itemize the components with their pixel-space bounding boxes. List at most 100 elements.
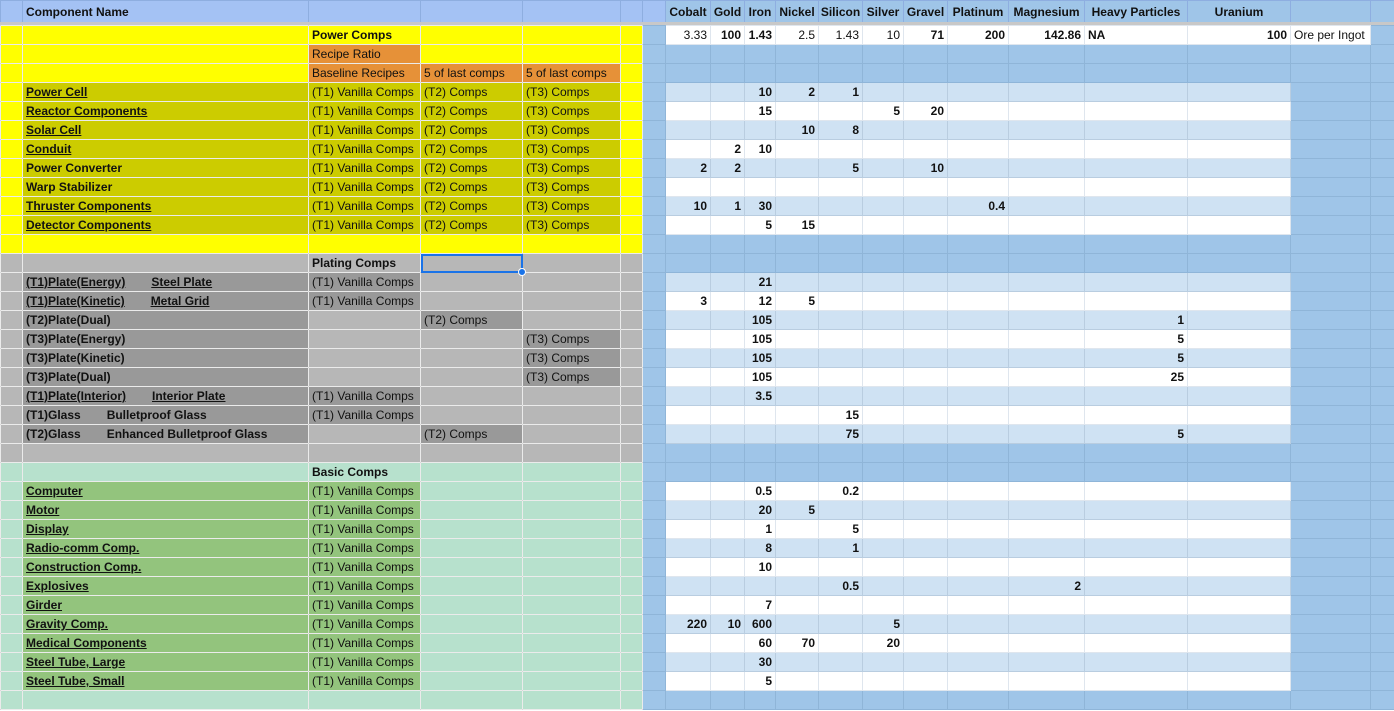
value-cell[interactable] <box>862 481 904 501</box>
component-name[interactable]: Power Cell <box>22 82 309 102</box>
ore-value[interactable]: 2.5 <box>775 25 819 45</box>
value-cell[interactable] <box>710 120 745 140</box>
tier-t3[interactable]: (T3) Comps <box>522 101 621 121</box>
value-cell[interactable] <box>1187 690 1291 710</box>
component-name[interactable]: (T2)Glass Enhanced Bulletproof Glass <box>22 424 309 444</box>
value-cell[interactable] <box>1084 690 1188 710</box>
gap-cell[interactable] <box>1290 158 1371 178</box>
value-cell[interactable] <box>1187 557 1291 577</box>
value-cell[interactable]: 5 <box>862 614 904 634</box>
value-cell[interactable] <box>744 158 776 178</box>
value-cell[interactable] <box>665 386 711 406</box>
value-cell[interactable] <box>1187 652 1291 672</box>
value-cell[interactable] <box>903 443 948 463</box>
value-cell[interactable] <box>903 424 948 444</box>
value-cell[interactable] <box>1187 215 1291 235</box>
value-cell[interactable] <box>665 595 711 615</box>
cell[interactable] <box>620 367 643 387</box>
col-header-t3[interactable]: 5 of last comps <box>522 63 621 83</box>
gap-cell[interactable] <box>642 196 666 216</box>
gap-cell[interactable] <box>642 481 666 501</box>
tier-t1[interactable]: (T1) Vanilla Comps <box>308 538 421 558</box>
value-cell[interactable] <box>1187 44 1291 64</box>
cell[interactable] <box>620 158 643 178</box>
value-cell[interactable] <box>1008 120 1085 140</box>
cell[interactable] <box>522 614 621 634</box>
cell[interactable] <box>522 462 621 482</box>
tier-t3[interactable] <box>522 405 621 425</box>
value-cell[interactable] <box>744 462 776 482</box>
value-cell[interactable] <box>947 690 1009 710</box>
value-cell[interactable] <box>818 215 863 235</box>
cell[interactable] <box>0 690 23 710</box>
tier-t1[interactable]: (T1) Vanilla Comps <box>308 120 421 140</box>
gap-cell[interactable] <box>1290 405 1371 425</box>
value-cell[interactable] <box>1008 177 1085 197</box>
value-cell[interactable] <box>903 386 948 406</box>
component-link[interactable]: Motor <box>26 503 60 517</box>
value-cell[interactable] <box>818 671 863 691</box>
gap-cell[interactable] <box>642 671 666 691</box>
component-link[interactable]: Solar Cell <box>26 123 82 137</box>
component-name[interactable]: (T1)Plate(Interior) Interior Plate <box>22 386 309 406</box>
value-cell[interactable] <box>710 82 745 102</box>
gap-cell[interactable] <box>1370 158 1394 178</box>
tier-t1[interactable]: (T1) Vanilla Comps <box>308 139 421 159</box>
value-cell[interactable] <box>818 367 863 387</box>
value-cell[interactable] <box>1008 405 1085 425</box>
value-cell[interactable] <box>947 63 1009 83</box>
tier-t1[interactable]: (T1) Vanilla Comps <box>308 158 421 178</box>
value-cell[interactable]: 2 <box>710 139 745 159</box>
value-cell[interactable]: 5 <box>744 671 776 691</box>
value-cell[interactable] <box>775 367 819 387</box>
cell[interactable] <box>0 633 23 653</box>
gap-cell[interactable] <box>1370 234 1394 254</box>
value-cell[interactable] <box>665 576 711 596</box>
value-cell[interactable]: 10 <box>903 158 948 178</box>
value-cell[interactable] <box>1008 443 1085 463</box>
value-cell[interactable] <box>775 405 819 425</box>
gap-cell[interactable] <box>1370 690 1394 710</box>
value-cell[interactable] <box>903 291 948 311</box>
gap-cell[interactable] <box>1290 462 1371 482</box>
value-cell[interactable]: 0.5 <box>818 576 863 596</box>
value-cell[interactable] <box>818 633 863 653</box>
value-cell[interactable] <box>818 310 863 330</box>
value-cell[interactable] <box>665 367 711 387</box>
gap-cell[interactable] <box>1370 424 1394 444</box>
value-cell[interactable] <box>862 424 904 444</box>
value-cell[interactable] <box>903 557 948 577</box>
gap-cell[interactable] <box>1370 253 1394 273</box>
value-cell[interactable] <box>947 424 1009 444</box>
cell[interactable] <box>308 443 421 463</box>
value-cell[interactable] <box>818 348 863 368</box>
value-cell[interactable]: 105 <box>744 367 776 387</box>
value-cell[interactable] <box>903 367 948 387</box>
value-cell[interactable] <box>1084 253 1188 273</box>
gap-cell[interactable] <box>1370 310 1394 330</box>
value-cell[interactable] <box>1084 405 1188 425</box>
value-cell[interactable] <box>710 291 745 311</box>
component-link[interactable]: Detector Components <box>26 218 152 232</box>
cell[interactable] <box>0 44 23 64</box>
value-cell[interactable] <box>947 633 1009 653</box>
cell[interactable] <box>22 44 309 64</box>
cell[interactable] <box>620 82 643 102</box>
value-cell[interactable] <box>775 158 819 178</box>
value-cell[interactable] <box>903 348 948 368</box>
value-cell[interactable] <box>1187 367 1291 387</box>
value-cell[interactable] <box>665 557 711 577</box>
cell[interactable] <box>0 576 23 596</box>
value-cell[interactable] <box>744 44 776 64</box>
ore-value[interactable]: 142.86 <box>1008 25 1085 45</box>
value-cell[interactable] <box>1187 386 1291 406</box>
value-cell[interactable] <box>1084 671 1188 691</box>
gap-cell[interactable] <box>1370 177 1394 197</box>
value-cell[interactable] <box>903 614 948 634</box>
tier-t1[interactable]: (T1) Vanilla Comps <box>308 500 421 520</box>
tier-t3[interactable]: (T3) Comps <box>522 158 621 178</box>
value-cell[interactable] <box>775 253 819 273</box>
value-cell[interactable] <box>710 443 745 463</box>
gap-cell[interactable] <box>642 595 666 615</box>
component-name[interactable]: Reactor Components <box>22 101 309 121</box>
